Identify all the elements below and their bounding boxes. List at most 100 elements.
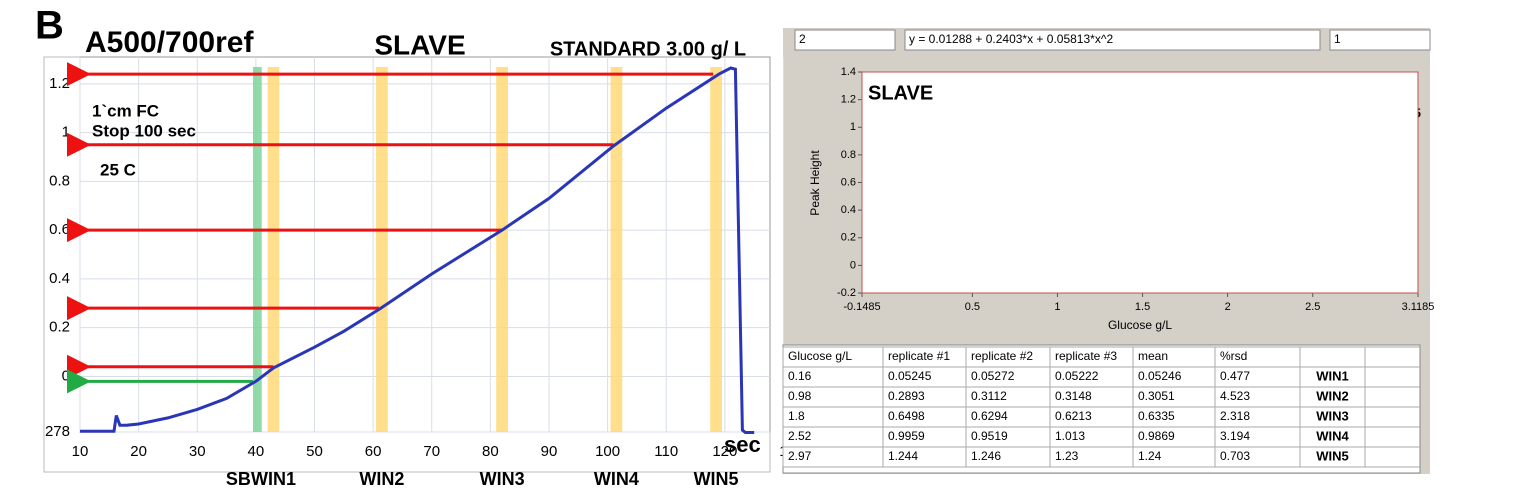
table-cell: 2.97 bbox=[788, 449, 812, 463]
y-tick-label: 1 bbox=[62, 124, 70, 141]
table-cell: 1.244 bbox=[888, 449, 918, 463]
row-label: WIN4 bbox=[1316, 428, 1349, 443]
x-axis-label: Glucose g/L bbox=[1108, 318, 1172, 332]
input-field[interactable] bbox=[794, 29, 896, 51]
table-header: Glucose g/L bbox=[788, 349, 852, 363]
window-band bbox=[496, 67, 508, 432]
table-header: replicate #1 bbox=[888, 349, 950, 363]
chart-subtitle: SLAVE bbox=[374, 29, 465, 60]
y-tick-label: 0.4 bbox=[841, 204, 856, 216]
y-tick-label: 1.2 bbox=[49, 75, 70, 92]
y-tick-label: 1.2 bbox=[841, 94, 856, 106]
table-cell: 0.2893 bbox=[888, 389, 925, 403]
left-plot-area bbox=[79, 56, 771, 433]
table-cell: 2.52 bbox=[788, 429, 812, 443]
table-cell: 0.05222 bbox=[1055, 369, 1099, 383]
table-header: %rsd bbox=[1220, 349, 1247, 363]
y-tick-label: 0.8 bbox=[841, 149, 856, 161]
chart-title: SLAVE bbox=[868, 82, 933, 104]
x-tick-label: 40 bbox=[248, 443, 265, 460]
table-cell: 0.3051 bbox=[1138, 389, 1175, 403]
row-label: WIN2 bbox=[1316, 388, 1349, 403]
table-cell: 0.3112 bbox=[971, 389, 1007, 403]
table-cell: 1.23 bbox=[1055, 449, 1079, 463]
x-tick-label: -0.1485 bbox=[843, 301, 880, 313]
y-tick-label: 0.8 bbox=[49, 172, 70, 189]
band-label: WIN4 bbox=[594, 469, 639, 489]
y-tick-label: 0.6 bbox=[49, 221, 70, 238]
table-header: replicate #2 bbox=[971, 349, 1033, 363]
table-cell: 0.98 bbox=[788, 389, 812, 403]
annotation: Stop 100 sec bbox=[92, 121, 196, 140]
x-tick-label: 2.5 bbox=[1305, 301, 1320, 313]
x-tick-label: 60 bbox=[365, 443, 382, 460]
table-cell: 0.9959 bbox=[888, 429, 925, 443]
y-tick-label: 1 bbox=[850, 121, 856, 133]
table-cell: 0.05246 bbox=[1138, 369, 1182, 383]
equation: y = 0.01288 + 0.2403*x + 0.05813*x^2 bbox=[909, 32, 1113, 46]
standard-label: STANDARD 3.00 g/ L bbox=[550, 38, 746, 60]
table-cell: 1.24 bbox=[1138, 449, 1162, 463]
x-axis-label: sec bbox=[724, 432, 761, 457]
y-tick-label: 0.4 bbox=[49, 270, 70, 287]
table-cell: 1.246 bbox=[971, 449, 1001, 463]
table-cell: 1.8 bbox=[788, 409, 805, 423]
table-cell: 4.523 bbox=[1220, 389, 1250, 403]
table-cell: 0.6335 bbox=[1138, 409, 1175, 423]
y-tick-label: 1.4 bbox=[841, 66, 856, 78]
y-tick-label: -0.2 bbox=[837, 287, 856, 299]
x-tick-label: 1.5 bbox=[1135, 301, 1150, 313]
equation-field[interactable] bbox=[904, 29, 1321, 51]
y-tick-label: 0 bbox=[62, 367, 70, 384]
chart-title: A500/700ref bbox=[85, 26, 254, 59]
right-plot-area bbox=[861, 71, 1419, 294]
table-header: mean bbox=[1138, 349, 1168, 363]
table-cell: 0.6294 bbox=[971, 409, 1008, 423]
field-value: 1 bbox=[1334, 32, 1341, 46]
x-tick-label: 3.1185 bbox=[1402, 301, 1435, 313]
table-cell: 2.318 bbox=[1220, 409, 1250, 423]
x-tick-label: 10 bbox=[72, 443, 89, 460]
window-band bbox=[252, 67, 262, 432]
table-cell: 0.703 bbox=[1220, 449, 1250, 463]
window-band bbox=[376, 67, 388, 432]
window-band bbox=[610, 67, 623, 432]
y-tick-label: 278 bbox=[45, 423, 70, 440]
row-label: WIN3 bbox=[1316, 408, 1349, 423]
y-tick-label: 0.6 bbox=[841, 176, 856, 188]
band-label: WIN5 bbox=[694, 469, 739, 489]
x-tick-label: 100 bbox=[595, 443, 620, 460]
table-cell: 1.013 bbox=[1055, 429, 1085, 443]
panel-label: B bbox=[35, 4, 64, 48]
band-label: WIN3 bbox=[480, 469, 525, 489]
row-label: WIN1 bbox=[1316, 368, 1349, 383]
window-band bbox=[267, 67, 280, 432]
x-tick-label: 0.5 bbox=[965, 301, 980, 313]
y-tick-label: 0.2 bbox=[49, 319, 70, 336]
table-cell: 0.16 bbox=[788, 369, 812, 383]
x-tick-label: 90 bbox=[541, 443, 558, 460]
table-cell: 3.194 bbox=[1220, 429, 1250, 443]
table-cell: 0.3148 bbox=[1055, 389, 1092, 403]
band-label: SB bbox=[226, 469, 251, 489]
band-label: WIN1 bbox=[251, 469, 296, 489]
x-tick-label: 20 bbox=[130, 443, 147, 460]
x-tick-label: 1 bbox=[1054, 301, 1060, 313]
field-value: 2 bbox=[799, 32, 806, 46]
x-tick-label: 2 bbox=[1225, 301, 1231, 313]
table-cell: 0.9519 bbox=[971, 429, 1008, 443]
table-cell: 0.477 bbox=[1220, 369, 1250, 383]
table-cell: 0.6213 bbox=[1055, 409, 1092, 423]
y-tick-label: 0.2 bbox=[841, 232, 856, 244]
trace-line bbox=[80, 66, 755, 434]
annotation: 1`cm FC bbox=[92, 101, 159, 120]
x-tick-label: 50 bbox=[306, 443, 323, 460]
annotation: 25 C bbox=[100, 160, 136, 179]
input-field[interactable] bbox=[1329, 29, 1431, 51]
table-header: replicate #3 bbox=[1055, 349, 1117, 363]
window-band bbox=[710, 67, 722, 432]
table-cell: 0.6498 bbox=[888, 409, 925, 423]
table-cell: 0.05272 bbox=[971, 369, 1015, 383]
table-cell: 0.05245 bbox=[888, 369, 932, 383]
